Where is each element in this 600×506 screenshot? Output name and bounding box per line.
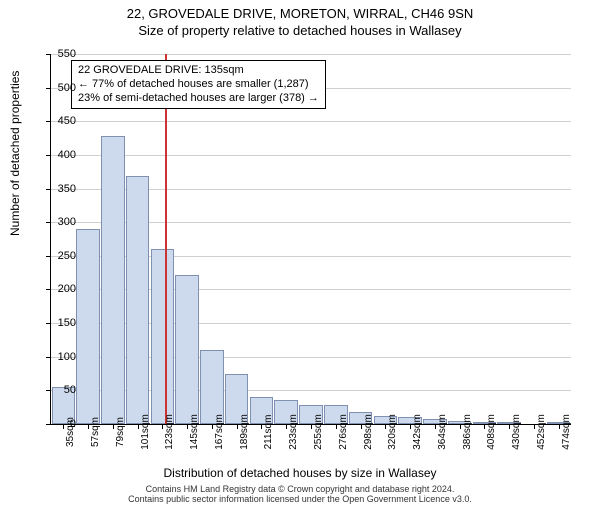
xtick-label: 255sqm (313, 414, 324, 450)
xtick-label: 364sqm (437, 414, 448, 450)
xtick-label: 189sqm (239, 414, 250, 450)
xtick-label: 342sqm (412, 414, 423, 450)
footer-line-2: Contains public sector information licen… (0, 495, 600, 505)
histogram-bar (151, 249, 175, 424)
xtick-label: 276sqm (338, 414, 349, 450)
reference-line (165, 54, 167, 424)
xtick-mark (435, 424, 436, 429)
ytick-label: 250 (46, 250, 76, 262)
xtick-label: 57sqm (90, 417, 101, 447)
annotation-line-2: ← 77% of detached houses are smaller (1,… (78, 78, 319, 92)
xtick-label: 408sqm (486, 414, 497, 450)
chart-subtitle: Size of property relative to detached ho… (0, 23, 600, 38)
xtick-mark (410, 424, 411, 429)
xtick-label: 386sqm (462, 414, 473, 450)
xtick-mark (88, 424, 89, 429)
xtick-label: 233sqm (288, 414, 299, 450)
ytick-label: 50 (46, 384, 76, 396)
y-axis-label: Number of detached properties (8, 71, 22, 236)
ytick-label: 350 (46, 183, 76, 195)
xtick-mark (509, 424, 510, 429)
xtick-mark (559, 424, 560, 429)
gridline (51, 121, 571, 122)
xtick-label: 35sqm (65, 417, 76, 447)
xtick-mark (311, 424, 312, 429)
ytick-label: 100 (46, 351, 76, 363)
ytick-label: 450 (46, 115, 76, 127)
chart-title: 22, GROVEDALE DRIVE, MORETON, WIRRAL, CH… (0, 6, 600, 21)
ytick-label: 550 (46, 48, 76, 60)
xtick-label: 145sqm (189, 414, 200, 450)
xtick-mark (361, 424, 362, 429)
histogram-bar (101, 136, 125, 424)
histogram-bar (76, 229, 100, 424)
annotation-line-1: 22 GROVEDALE DRIVE: 135sqm (78, 64, 319, 78)
xtick-label: 474sqm (561, 414, 572, 450)
xtick-mark (336, 424, 337, 429)
xtick-label: 430sqm (511, 414, 522, 450)
histogram-bar (175, 275, 199, 424)
annotation-line-3: 23% of semi-detached houses are larger (… (78, 92, 319, 106)
gridline (51, 155, 571, 156)
xtick-mark (113, 424, 114, 429)
ytick-label: 400 (46, 149, 76, 161)
ytick-label: 500 (46, 82, 76, 94)
ytick-label: 300 (46, 216, 76, 228)
histogram-bar (200, 350, 224, 424)
xtick-mark (534, 424, 535, 429)
xtick-label: 167sqm (214, 414, 225, 450)
x-axis-label: Distribution of detached houses by size … (0, 466, 600, 480)
footer-attribution: Contains HM Land Registry data © Crown c… (0, 485, 600, 505)
annotation-box: 22 GROVEDALE DRIVE: 135sqm← 77% of detac… (71, 60, 326, 109)
ytick-label: 150 (46, 317, 76, 329)
xtick-label: 123sqm (164, 414, 175, 450)
plot-area: 22 GROVEDALE DRIVE: 135sqm← 77% of detac… (50, 54, 571, 425)
xtick-label: 452sqm (536, 414, 547, 450)
xtick-label: 101sqm (140, 414, 151, 450)
xtick-label: 79sqm (115, 417, 126, 447)
xtick-label: 298sqm (363, 414, 374, 450)
xtick-mark (138, 424, 139, 429)
xtick-mark (212, 424, 213, 429)
xtick-mark (237, 424, 238, 429)
xtick-label: 320sqm (387, 414, 398, 450)
ytick-label: 200 (46, 283, 76, 295)
gridline (51, 54, 571, 55)
xtick-mark (460, 424, 461, 429)
histogram-bar (126, 176, 150, 424)
xtick-label: 211sqm (263, 415, 274, 450)
